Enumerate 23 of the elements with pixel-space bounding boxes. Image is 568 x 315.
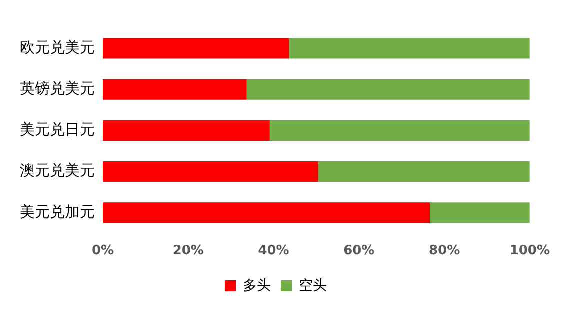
legend-label: 多头 [243,276,271,293]
bar [103,120,270,141]
y-tick-label: 英镑兑美元 [20,80,95,98]
bar [246,79,530,100]
bar [289,38,530,59]
bar [270,120,530,141]
bar [103,202,430,224]
y-tick-label: 欧元兑美元 [20,39,95,56]
bar [103,162,318,182]
bar [318,162,530,182]
y-tick-label: 美元兑加元 [20,204,95,221]
x-tick-label: 40% [258,244,290,259]
y-tick-label: 澳元兑美元 [20,162,95,180]
bar [103,79,247,100]
x-tick-label: 60% [344,244,375,259]
bar [103,38,290,59]
x-tick-label: 100% [510,244,550,259]
y-tick-label: 美元兑日元 [20,122,95,139]
bar [430,202,530,224]
x-tick-label: 20% [172,244,204,259]
legend-label: 空头 [299,276,327,293]
x-tick-label: 0% [92,244,114,259]
x-tick-label: 80% [428,244,460,259]
